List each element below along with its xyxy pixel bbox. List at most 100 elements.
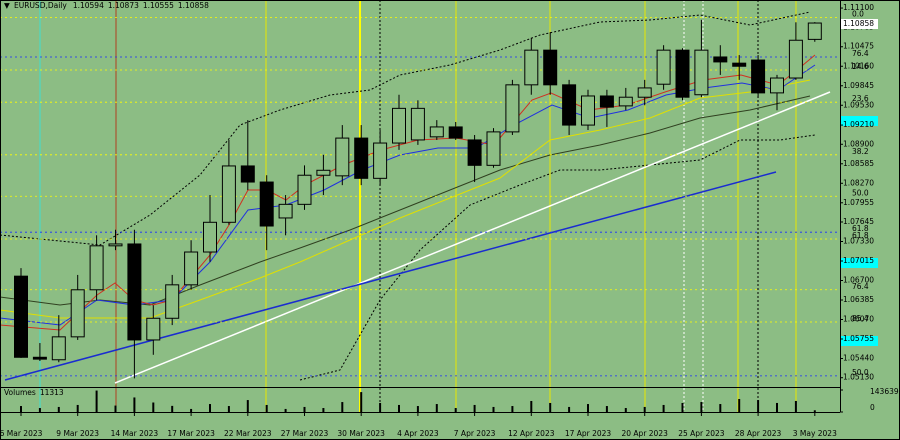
x-tick-label: 7 Apr 2023 xyxy=(454,429,496,438)
header-high: 1.10873 xyxy=(108,1,139,10)
fib-label: 61.8 xyxy=(852,231,869,240)
price-box xyxy=(840,19,878,29)
volume-title: Volumes xyxy=(4,388,36,397)
x-tick-label: 3 May 2023 xyxy=(793,429,837,438)
candle-body xyxy=(713,56,728,63)
upper-band xyxy=(0,11,811,246)
header-open: 1.10594 xyxy=(73,1,104,10)
y-tick-label: 1.07955 xyxy=(843,198,874,207)
candle-body xyxy=(486,131,501,166)
x-tick-label: 20 Apr 2023 xyxy=(622,429,669,438)
volume-current: 11313 xyxy=(40,388,64,397)
y-tick-label: 1.06385 xyxy=(843,295,874,304)
y-tick-label: 1.08585 xyxy=(843,159,874,168)
y-tick-label: 1.07330 xyxy=(843,236,874,245)
y-tick-label: 1.11100 xyxy=(843,3,874,12)
candle-body xyxy=(278,203,293,219)
y-tick-label: 1.10475 xyxy=(843,42,874,51)
candle-body xyxy=(524,49,539,86)
candle-body xyxy=(297,174,312,205)
candle-body xyxy=(165,284,180,319)
fib-label: 50.0 xyxy=(852,188,869,197)
candle-body xyxy=(675,49,690,98)
y-tick-label: 1.05440 xyxy=(843,354,874,363)
menu-icon: ▼ xyxy=(4,1,10,10)
trendline xyxy=(4,171,777,381)
fib-label: 76.4 xyxy=(852,49,869,58)
volume-panel: 0 143639 xyxy=(20,387,899,413)
x-tick-label: 25 Apr 2023 xyxy=(678,429,725,438)
date-axis: 6 Mar 2023 9 Mar 2023 14 Mar 2023 17 Mar 20… xyxy=(0,412,837,438)
candles xyxy=(14,19,822,379)
candle-body xyxy=(184,251,199,286)
candle-body xyxy=(770,77,784,94)
candle-body xyxy=(751,59,766,94)
candle-body xyxy=(618,96,633,107)
header-close: 1.10858 xyxy=(178,1,209,10)
y-tick-label: 1.08270 xyxy=(843,178,874,187)
x-tick-label: 17 Apr 2023 xyxy=(565,429,612,438)
candle-body xyxy=(108,243,123,247)
chart-title: EURUSD,Daily xyxy=(14,1,67,10)
fib-levels: 0.0 76.4 14.6 23.6 38.2 50.0 61.861.8 76.4 85.4 5… xyxy=(0,9,869,377)
fib-label: 76.4 xyxy=(852,282,869,291)
candle-body xyxy=(221,165,236,223)
fib-label: 23.6 xyxy=(852,94,869,103)
candle-body xyxy=(694,49,709,96)
header: EURUSD,Daily 1.10594 1.10873 1.10555 1.10858 xyxy=(14,1,209,10)
x-tick-label: 30 Mar 2023 xyxy=(337,429,385,438)
y-tick-label: 1.09210 xyxy=(843,120,874,129)
fib-label: 61.8 xyxy=(852,224,869,233)
candle-body xyxy=(127,243,142,341)
candle-body xyxy=(410,107,425,141)
candle-body xyxy=(807,22,822,40)
y-tick-label: 1.05130 xyxy=(843,373,874,382)
candle-body xyxy=(316,169,331,176)
candle-body xyxy=(259,181,274,227)
candle-body xyxy=(467,139,482,166)
candle-body xyxy=(732,62,747,67)
candle-body xyxy=(89,245,104,291)
x-tick-label: 28 Apr 2023 xyxy=(735,429,782,438)
y-tick-label: 1.06070 xyxy=(843,315,874,324)
y-tick-label: 1.10160 xyxy=(843,61,874,70)
y-tick-label: 1.07015 xyxy=(843,256,874,265)
current-price: 1.10858 xyxy=(843,19,874,28)
x-tick-label: 6 Mar 2023 xyxy=(0,429,43,438)
candle-body xyxy=(354,137,369,179)
candle-body xyxy=(656,49,671,85)
x-tick-label: 12 Apr 2023 xyxy=(508,429,555,438)
marker-box xyxy=(840,336,878,346)
x-tick-label: 9 Mar 2023 xyxy=(56,429,99,438)
candle-body xyxy=(392,107,406,144)
candle-body xyxy=(70,289,85,338)
candle-body xyxy=(203,221,217,253)
candle-body xyxy=(581,95,595,126)
fib-label: 14.6 xyxy=(852,62,869,71)
candle-body xyxy=(335,137,350,177)
fib-label: 0.0 xyxy=(852,9,864,18)
trendline xyxy=(114,91,831,384)
candle-body xyxy=(505,84,520,133)
fib-label: 85.4 xyxy=(852,314,869,323)
candle-body xyxy=(146,317,161,341)
lower-band xyxy=(299,134,816,381)
volume-tick-label: 0 xyxy=(870,403,875,412)
x-tick-label: 22 Mar 2023 xyxy=(224,429,272,438)
candle-body xyxy=(429,126,444,138)
y-tick-label: 1.06700 xyxy=(843,275,874,284)
candle-body xyxy=(14,275,28,358)
candle-body xyxy=(51,336,66,361)
y-tick-label: 1.07645 xyxy=(843,217,874,226)
candle-body xyxy=(32,356,47,360)
y-tick-label: 1.09530 xyxy=(843,100,874,109)
candle-body xyxy=(543,49,558,86)
candle-body xyxy=(373,142,388,179)
candle-body xyxy=(448,126,463,139)
fib-label: 38.2 xyxy=(852,147,869,156)
candle-body xyxy=(240,165,255,183)
fib-label: 50.0 xyxy=(852,368,869,377)
candle-body xyxy=(637,87,652,98)
